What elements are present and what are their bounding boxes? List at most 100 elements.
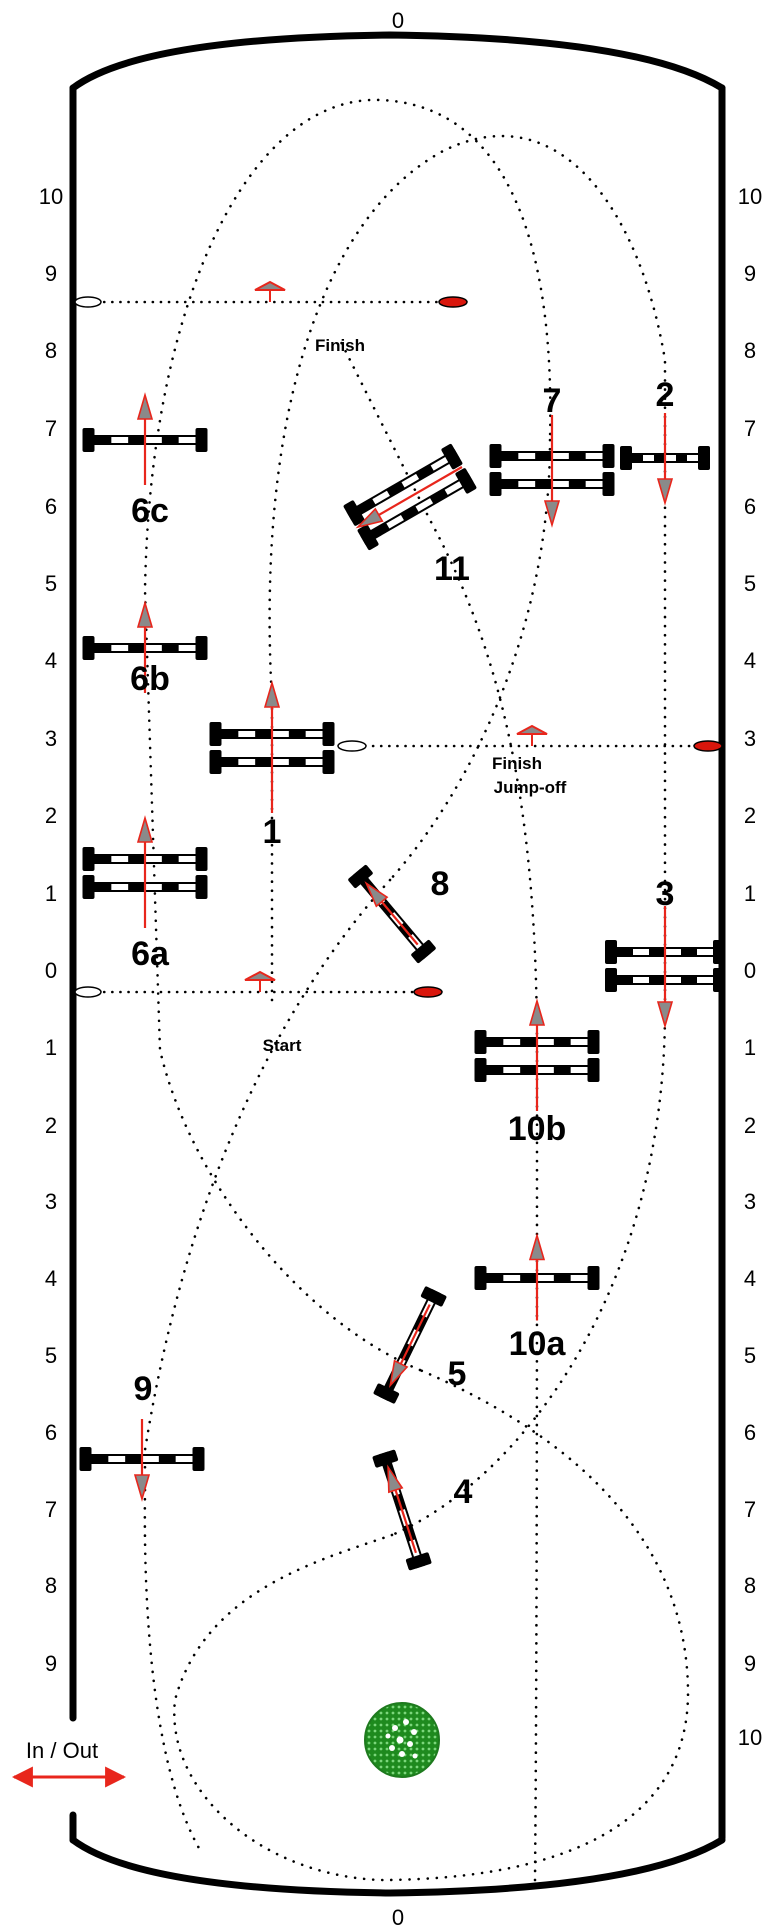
scale-left-upper-3: 3: [45, 726, 57, 751]
scale-left-lower-1: 1: [45, 1035, 57, 1060]
fence-label-10a: 10a: [509, 1325, 567, 1363]
fence-6a: [82, 815, 208, 928]
finish-jumpoff-line: [337, 724, 723, 752]
fence-9-direction-arrow: [133, 1419, 151, 1502]
fence-11-direction-arrow: [355, 466, 463, 529]
fence-label-11: 11: [434, 550, 470, 588]
jumpoff-flag-white: [337, 740, 367, 752]
scale-left-upper-5: 5: [45, 571, 57, 596]
fence-4: [372, 1449, 432, 1571]
fence-4-direction-arrow: [387, 1464, 417, 1554]
scale-right-lower-10: 10: [738, 1725, 762, 1750]
fence-label-8: 8: [431, 865, 450, 903]
scale-right-lower-9: 9: [744, 1651, 756, 1676]
scale-left-lower-6: 6: [45, 1420, 57, 1445]
tree-icon: [364, 1702, 440, 1778]
scale-top: 0: [392, 8, 404, 33]
scale-left-lower-3: 3: [45, 1189, 57, 1214]
scale-left-lower-5: 5: [45, 1343, 57, 1368]
fence-2-direction-arrow: [656, 413, 674, 506]
jumpoff-label: Jump-off: [494, 778, 567, 797]
start-direction-icon: [244, 970, 276, 992]
scale-right-lower-5: 5: [744, 1343, 756, 1368]
fence-label-3: 3: [656, 875, 675, 913]
scale-left-lower-9: 9: [45, 1651, 57, 1676]
fence-8: [348, 864, 436, 964]
arena-outline: [69, 31, 726, 1897]
scale-right-upper-9: 9: [744, 261, 756, 286]
scale-right-upper-5: 5: [744, 571, 756, 596]
fence-10a: [474, 1232, 600, 1321]
scale-left-upper-0: 0: [45, 958, 57, 983]
scale-right-upper-0: 0: [744, 958, 756, 983]
fence-2: [620, 413, 710, 506]
course-route: [143, 98, 690, 1882]
in-out-label: In / Out: [26, 1738, 98, 1763]
start-label: Start: [263, 1036, 302, 1055]
labels: 0 0 Start Finish Finish Jump-off In / Ou…: [26, 8, 567, 1929]
fence-11: [343, 443, 477, 551]
scale-left-upper-10: 10: [39, 184, 63, 209]
scale-left-lower-7: 7: [45, 1497, 57, 1522]
scale-right-upper-2: 2: [744, 803, 756, 828]
distance-scale: 0 01 12 23 34 45 56 67 78 89 910 101 12 23 34 45 56 67 78 8…: [39, 184, 762, 1750]
fence-7-direction-arrow: [543, 415, 561, 528]
finish-line: [74, 280, 468, 308]
scale-left-upper-9: 9: [45, 261, 57, 286]
scale-bottom: 0: [392, 1905, 404, 1929]
scale-left-upper-1: 1: [45, 881, 57, 906]
fence-label-7: 7: [543, 382, 562, 420]
fence-label-2: 2: [656, 376, 675, 414]
arena-bottom-curve: [69, 1836, 726, 1897]
scale-right-lower-6: 6: [744, 1420, 756, 1445]
finish-flag-white: [74, 296, 102, 308]
fence-numbers: 1 2 3 4 5 6a 6b 6c 7 8 9 10a 10b 11: [130, 376, 674, 1511]
fence-label-6a: 6a: [131, 935, 170, 973]
finish-flag-red: [438, 296, 468, 308]
fence-6c-direction-arrow: [136, 392, 154, 485]
scale-left-upper-7: 7: [45, 416, 57, 441]
fence-label-4: 4: [454, 1473, 473, 1511]
fence-label-6b: 6b: [130, 660, 170, 698]
fence-7: [489, 415, 615, 528]
fence-8-direction-arrow: [364, 881, 419, 946]
fence-label-6c: 6c: [131, 492, 169, 530]
finish-direction-icon: [254, 280, 286, 302]
fence-10a-direction-arrow: [528, 1232, 546, 1321]
scale-left-upper-6: 6: [45, 494, 57, 519]
start-flag-red: [413, 986, 443, 998]
fence-6c: [82, 392, 208, 485]
fence-label-9: 9: [134, 1370, 153, 1408]
jumpoff-direction-icon: [516, 724, 548, 746]
finish-label: Finish: [315, 336, 365, 355]
scale-right-upper-8: 8: [744, 338, 756, 363]
fence-1-direction-arrow: [263, 680, 281, 813]
fence-5: [373, 1286, 447, 1404]
fence-10b-direction-arrow: [528, 998, 546, 1111]
fence-5-direction-arrow: [389, 1304, 431, 1389]
fence-label-1: 1: [263, 813, 282, 851]
scale-right-lower-1: 1: [744, 1035, 756, 1060]
fence-3: [605, 906, 725, 1029]
fence-10b: [474, 998, 600, 1111]
scale-right-upper-7: 7: [744, 416, 756, 441]
start-line: [74, 970, 443, 998]
fence-6b-direction-arrow: [136, 600, 154, 693]
scale-left-lower-4: 4: [45, 1266, 57, 1291]
fence-1: [209, 680, 335, 813]
scale-right-lower-2: 2: [744, 1113, 756, 1138]
scale-left-lower-2: 2: [45, 1113, 57, 1138]
start-flag-white: [74, 986, 102, 998]
scale-right-upper-10: 10: [738, 184, 762, 209]
scale-right-lower-8: 8: [744, 1573, 756, 1598]
fence-9: [79, 1419, 205, 1502]
jumpoff-flag-red: [693, 740, 723, 752]
scale-right-upper-4: 4: [744, 648, 756, 673]
fence-label-5: 5: [448, 1355, 467, 1393]
scale-right-upper-1: 1: [744, 881, 756, 906]
scale-left-upper-4: 4: [45, 648, 57, 673]
scale-right-lower-7: 7: [744, 1497, 756, 1522]
scale-left-lower-8: 8: [45, 1573, 57, 1598]
scale-right-upper-3: 3: [744, 726, 756, 751]
